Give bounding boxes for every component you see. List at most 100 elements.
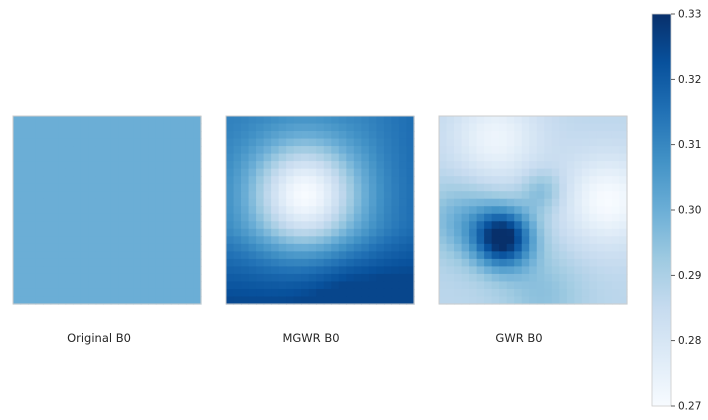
heatmap-cell [484, 251, 493, 260]
heatmap-cell [574, 146, 583, 155]
heatmap-cell [619, 281, 628, 290]
heatmap-cell [439, 228, 448, 237]
heatmap-cell [383, 206, 393, 215]
heatmap-cell [559, 288, 568, 298]
heatmap-cell [73, 161, 82, 170]
heatmap-cell [406, 296, 415, 305]
heatmap-cell [529, 191, 538, 200]
heatmap-cell [178, 123, 187, 132]
heatmap-cell [140, 183, 149, 192]
heatmap-cell [35, 116, 44, 125]
heatmap-cell [446, 176, 455, 185]
heatmap-cell [536, 213, 545, 222]
heatmap-cell [88, 258, 97, 267]
heatmap-cell [35, 258, 44, 267]
heatmap-cell [383, 258, 393, 267]
heatmap-cell [110, 168, 119, 177]
heatmap-cell [286, 131, 295, 140]
heatmap-cell [256, 221, 265, 230]
heatmap-cell [278, 183, 287, 192]
heatmap-cell [103, 243, 112, 252]
heatmap-cell [596, 236, 606, 245]
heatmap-cell [20, 183, 29, 192]
heatmap-cell [301, 258, 310, 267]
heatmap-cell [454, 168, 463, 177]
heatmap-cell [148, 146, 157, 155]
heatmap-cell [506, 288, 515, 298]
heatmap-cell [301, 236, 310, 245]
heatmap-cell [484, 198, 493, 207]
heatmap-cell [611, 221, 621, 230]
heatmap-cell [241, 228, 250, 237]
heatmap-cell [439, 116, 448, 125]
heatmap-cell [155, 221, 164, 230]
heatmap-cell [484, 213, 493, 222]
heatmap-cell [589, 236, 598, 245]
heatmap-cell [248, 213, 257, 222]
colorbar-gradient [651, 13, 672, 407]
heatmap-cell [43, 138, 52, 147]
heatmap-cell [35, 191, 44, 200]
heatmap-cell [248, 153, 257, 162]
heatmap-cell [506, 131, 515, 140]
heatmap-cell [446, 153, 455, 162]
heatmap-cell [514, 191, 523, 200]
heatmap-cell [271, 183, 280, 192]
heatmap-cell [65, 206, 74, 215]
heatmap-cell [439, 131, 448, 140]
heatmap-cell [301, 266, 310, 275]
heatmap-cell [125, 161, 134, 170]
heatmap-cell [118, 296, 127, 305]
heatmap-cell [454, 198, 463, 207]
heatmap-cell [368, 176, 377, 185]
heatmap-cell [566, 183, 575, 192]
heatmap-cell [544, 273, 553, 283]
heatmap-cell [544, 168, 553, 177]
heatmap-cell [461, 296, 470, 305]
heatmap-cell [346, 198, 355, 207]
heatmap-cell [263, 161, 272, 170]
heatmap-cell [338, 138, 347, 147]
heatmap-cell [248, 251, 257, 260]
heatmap-cell [118, 176, 127, 185]
heatmap-panel-gwr [438, 115, 628, 305]
heatmap-cell [58, 191, 67, 200]
heatmap-cell [241, 206, 250, 215]
heatmap-cell [446, 123, 455, 132]
heatmap-cell [118, 153, 127, 162]
heatmap-cell [331, 146, 340, 155]
heatmap-cell [391, 131, 400, 140]
heatmap-cell [271, 161, 280, 170]
heatmap-cell [88, 123, 97, 132]
heatmap-cell [491, 266, 500, 275]
heatmap-cell [346, 206, 355, 215]
heatmap-cell [446, 191, 455, 200]
heatmap-cell [73, 221, 82, 230]
heatmap-cell [476, 123, 485, 132]
heatmap-cell [499, 153, 508, 162]
heatmap-cell [361, 221, 370, 230]
heatmap-cell [286, 221, 295, 230]
heatmap-cell [439, 168, 448, 177]
heatmap-cell [476, 296, 485, 305]
heatmap-cell [499, 183, 508, 192]
heatmap-cell [551, 191, 560, 200]
heatmap-cell [95, 116, 104, 125]
heatmap-cell [604, 176, 613, 185]
heatmap-cell [596, 251, 606, 260]
heatmap-cell [20, 273, 29, 283]
heatmap-cell [589, 116, 598, 125]
heatmap-cell [331, 213, 340, 222]
heatmap-cell [469, 221, 478, 230]
heatmap-cell [65, 288, 74, 298]
heatmap-cell [103, 273, 112, 283]
heatmap-cell [491, 288, 500, 298]
heatmap-cell [559, 161, 568, 170]
heatmap-cell [529, 236, 538, 245]
heatmap-cell [110, 198, 119, 207]
heatmap-cell [88, 183, 97, 192]
heatmap-cell [125, 176, 134, 185]
heatmap-cell [611, 228, 621, 237]
heatmap-cell [353, 296, 362, 305]
heatmap-cell [604, 296, 613, 305]
